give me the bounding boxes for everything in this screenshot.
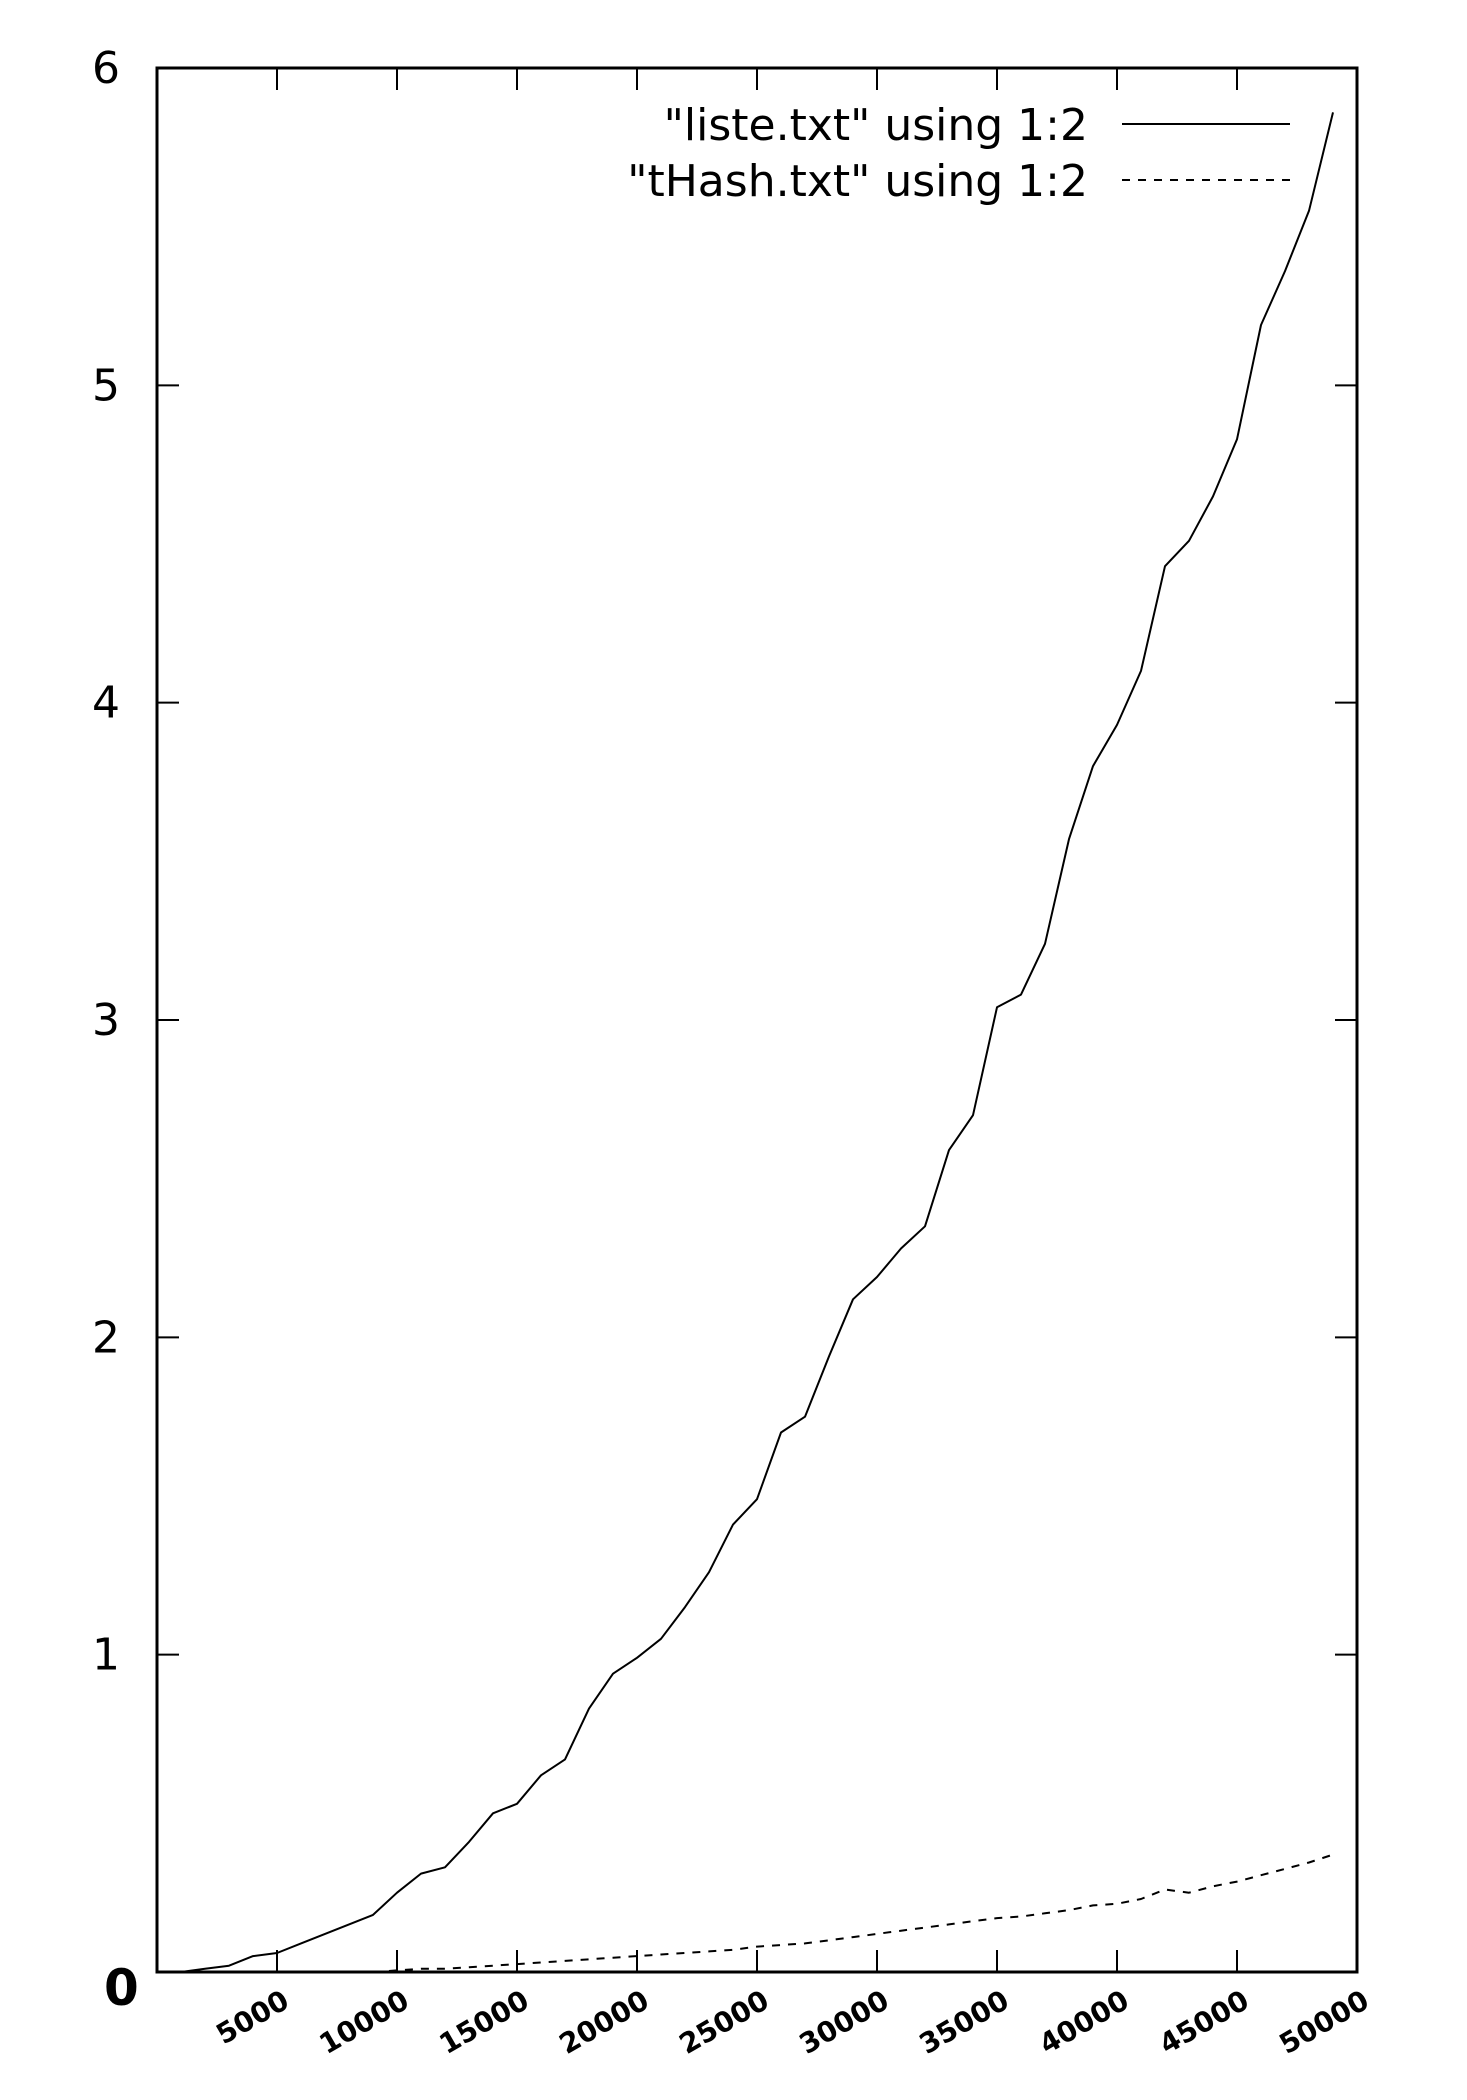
x-tick-label: 5000 (211, 1983, 295, 2051)
y-tick-label: 3 (92, 995, 120, 1046)
plot-area (155, 66, 1359, 1974)
origin-label: 0 (104, 1959, 139, 2017)
legend-label-liste: "liste.txt" using 1:2 (664, 100, 1088, 151)
x-tick-label: 25000 (674, 1983, 775, 2060)
x-tick-label: 35000 (914, 1983, 1015, 2060)
y-tick-label: 1 (92, 1630, 120, 1681)
series-line-1 (325, 1853, 1334, 1973)
y-tick-label: 2 (92, 1312, 120, 1363)
legend: "liste.txt" using 1:2 "tHash.txt" using … (627, 100, 1290, 207)
x-tick-label: 30000 (794, 1983, 895, 2060)
x-tick-label: 50000 (1274, 1983, 1375, 2060)
y-tick-label: 4 (92, 678, 120, 729)
series-line-0 (180, 112, 1334, 1973)
x-tick-label: 20000 (554, 1983, 655, 2060)
x-axis: 5000 10000 15000 20000 25000 30000 35000 40000 4… (211, 68, 1375, 2061)
series-layer (180, 112, 1334, 1973)
x-tick-label: 45000 (1154, 1983, 1255, 2060)
y-tick-label: 6 (92, 43, 120, 94)
x-tick-label: 15000 (434, 1983, 535, 2060)
legend-label-thash: "tHash.txt" using 1:2 (627, 156, 1088, 207)
plot-border (155, 66, 1359, 1974)
y-axis: 1 2 3 4 5 6 (92, 43, 1357, 1681)
y-tick-label: 5 (92, 360, 120, 411)
x-tick-label: 10000 (314, 1983, 415, 2060)
x-tick-label: 40000 (1034, 1983, 1135, 2060)
